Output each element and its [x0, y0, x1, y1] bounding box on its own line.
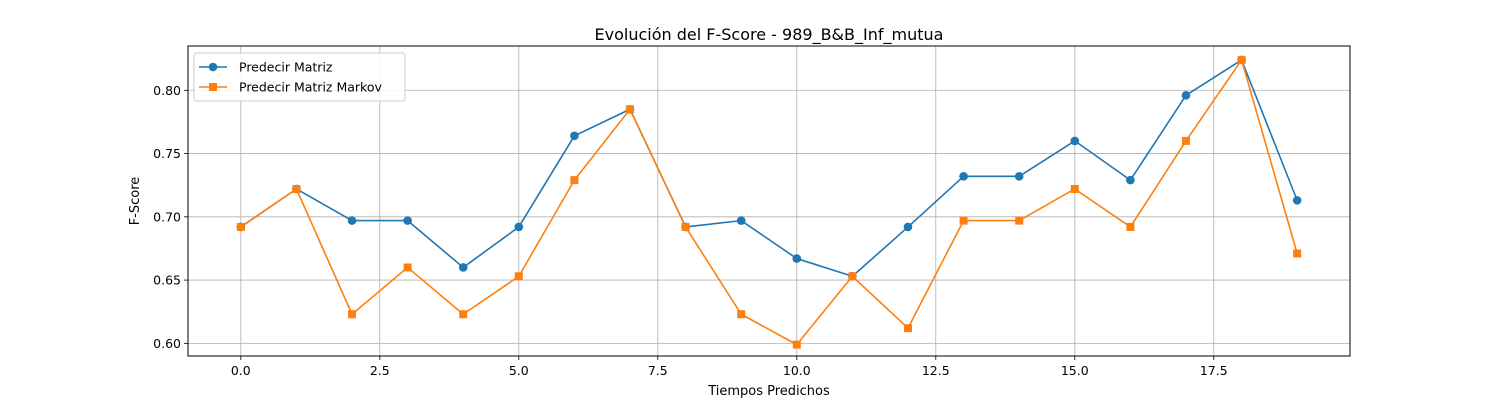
axis-ticks: 0.0 2.5 5.0 7.5 10.0 12.5 15.0 17.5 0.60 0.65 0.70… — [153, 83, 1228, 378]
data-point-marker — [1015, 216, 1024, 225]
data-point-marker — [292, 184, 301, 193]
data-point-marker — [458, 263, 468, 272]
data-point-marker — [1070, 136, 1080, 146]
legend-label: Predecir Matriz — [239, 60, 333, 75]
data-point-marker — [236, 222, 245, 231]
data-point-marker — [736, 216, 746, 225]
series-layer — [236, 55, 1302, 349]
data-point-marker — [570, 176, 579, 185]
data-point-marker — [792, 340, 801, 349]
data-point-marker — [403, 263, 412, 272]
series-line — [240, 59, 1298, 278]
series-line — [240, 59, 1298, 346]
data-point-marker — [959, 172, 968, 181]
data-point-marker — [1181, 136, 1190, 145]
x-axis-label: Tiempos Predichos — [707, 384, 830, 399]
data-point-marker — [1237, 55, 1246, 64]
x-tick-label: 5.0 — [509, 363, 529, 378]
data-point-marker — [903, 222, 913, 232]
data-point-marker — [681, 222, 690, 231]
x-tick-label: 17.5 — [1200, 363, 1228, 378]
data-point-marker — [1293, 249, 1302, 258]
legend-entry: Predecir Matriz Markov — [199, 80, 382, 95]
legend-marker — [208, 62, 218, 72]
data-point-marker — [1292, 196, 1302, 205]
y-axis-label: F-Score — [128, 177, 143, 226]
data-point-marker — [570, 131, 579, 141]
legend-entry: Predecir Matriz — [199, 60, 333, 75]
legend-label: Predecir Matriz Markov — [239, 80, 382, 95]
legend-box — [193, 52, 406, 102]
data-point-marker — [959, 216, 968, 225]
y-tick-label: 0.75 — [153, 146, 181, 161]
x-tick-label: 2.5 — [370, 363, 390, 378]
y-tick-label: 0.65 — [153, 273, 181, 288]
data-point-marker — [737, 310, 746, 319]
data-point-marker — [459, 310, 468, 319]
x-tick-label: 7.5 — [648, 363, 668, 378]
series-2 — [236, 55, 1302, 349]
data-point-marker — [514, 272, 523, 281]
data-point-marker — [1126, 222, 1135, 231]
data-point-marker — [1070, 184, 1079, 193]
y-tick-label: 0.60 — [153, 336, 181, 351]
data-point-marker — [626, 105, 635, 114]
legend-marker — [209, 83, 217, 91]
data-point-marker — [347, 216, 357, 225]
data-point-marker — [903, 324, 912, 333]
x-tick-label: 15.0 — [1061, 363, 1089, 378]
data-point-marker — [792, 254, 802, 263]
x-tick-label: 10.0 — [783, 363, 811, 378]
data-point-marker — [1126, 175, 1135, 185]
y-tick-label: 0.80 — [153, 83, 181, 98]
data-point-marker — [1014, 172, 1024, 181]
y-tick-label: 0.70 — [153, 209, 181, 224]
legend: Predecir Matriz Predecir Matriz Markov — [193, 52, 406, 102]
x-tick-label: 12.5 — [922, 363, 950, 378]
plot-frame — [187, 45, 1351, 357]
data-point-marker — [403, 216, 412, 225]
data-point-marker — [514, 222, 524, 232]
x-tick-label: 0.0 — [231, 363, 251, 378]
data-point-marker — [348, 310, 357, 319]
data-point-marker — [848, 272, 857, 281]
chart-title: Evolución del F-Score - 989_B&B_Inf_mutu… — [595, 25, 944, 45]
data-point-marker — [1181, 91, 1191, 100]
